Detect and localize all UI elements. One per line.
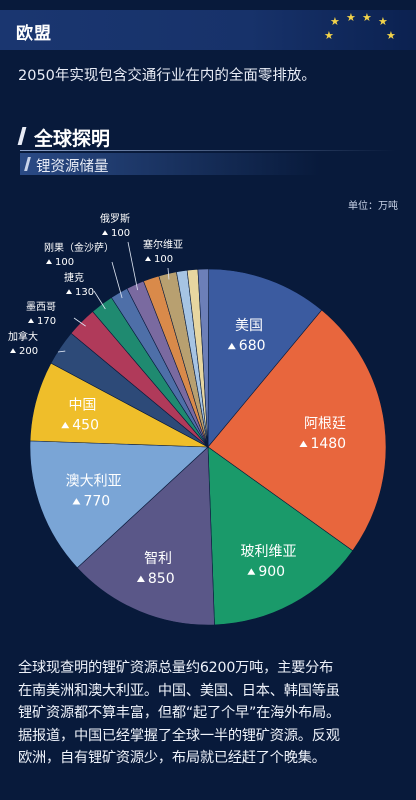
up-triangle-icon: [299, 440, 308, 447]
pie-slice-label: 玻利维亚: [241, 544, 297, 560]
pie-slice-label: 中国: [68, 397, 96, 413]
eu-title: 欧盟: [16, 24, 52, 44]
body-line: 全球现查明的锂矿资源总量约6200万吨，主要分布: [18, 660, 334, 676]
pie-slice-label: 墨西哥: [26, 301, 56, 313]
pie-slice-value: 100: [55, 257, 74, 268]
pie-slice-value: 900: [258, 564, 285, 580]
up-triangle-icon: [10, 348, 16, 353]
pie-slice: [207, 446, 354, 626]
pie-slice-label: 澳大利亚: [66, 473, 122, 489]
subtitle-bar: [20, 153, 320, 175]
pie-slice-label: 捷克: [64, 271, 84, 284]
pie-slice-value: 1480: [310, 436, 346, 452]
pie-slice: [207, 309, 387, 552]
section-title: 全球探明: [34, 128, 111, 150]
up-triangle-icon: [61, 421, 70, 429]
up-triangle-icon: [72, 498, 81, 505]
chart-subtitle: 锂资源储量: [36, 159, 109, 175]
leader-line: [57, 350, 66, 353]
up-triangle-icon: [46, 259, 52, 264]
pie-slice-value: 680: [239, 338, 266, 354]
pie-leader-lines: [57, 241, 170, 353]
pie-slice-label: 刚果（金沙萨）: [44, 241, 114, 254]
eu-header: 欧盟 ★ ★ ★ ★ ★ ★: [0, 10, 416, 50]
pie-slice: [29, 440, 209, 569]
leader-line: [127, 241, 139, 291]
pie-slice-label: 智利: [144, 551, 172, 567]
up-triangle-icon: [227, 342, 236, 350]
leader-line: [73, 317, 86, 327]
up-triangle-icon: [247, 568, 256, 575]
up-triangle-icon: [102, 230, 108, 235]
up-triangle-icon: [28, 318, 34, 323]
pie-slice-label: 俄罗斯: [100, 212, 130, 225]
pie-slice: [197, 268, 210, 448]
body-line: 在南美洲和澳大利亚。中国、美国、日本、韩国等虽: [18, 682, 340, 699]
up-triangle-icon: [66, 289, 72, 294]
leader-line: [111, 261, 123, 299]
pie-slice-value: 130: [75, 287, 94, 298]
pie-slice: [207, 268, 323, 448]
pie-slice-value: 770: [83, 493, 110, 509]
pie-slice-value: 450: [72, 417, 99, 433]
leader-line: [167, 267, 170, 280]
unit-label: 单位：万吨: [348, 201, 398, 212]
pie-slice-value: 200: [19, 346, 38, 357]
pie-slice-value: 100: [154, 254, 173, 265]
lithium-pie-chart: 美国 680 阿根廷 1480 玻利维亚 900 智利 850 澳大利亚 770 中国 450 加拿大 2…: [8, 212, 387, 626]
body-line: 欧洲，自有锂矿资源少，布局就已经赶了个晚集。: [18, 750, 326, 767]
pie-slices: [29, 268, 387, 626]
body-text: 全球现查明的锂矿资源总量约6200万吨，主要分布 在南美洲和澳大利亚。中国、美国…: [18, 657, 404, 770]
up-triangle-icon: [136, 575, 145, 583]
eu-description: 2050年实现包含交通行业在内的全面零排放。: [18, 68, 316, 84]
body-line: 锂矿资源都不算丰富，但都“起了个早”在海外布局。: [18, 705, 341, 722]
leader-line: [93, 290, 106, 310]
pie-slice-label: 阿根廷: [304, 416, 346, 432]
pie-labels: 美国 680 阿根廷 1480 玻利维亚 900 智利 850 澳大利亚 770 中国 450 加拿大 2…: [8, 212, 346, 587]
pie-slice-value: 170: [37, 316, 56, 327]
pie-slice-value: 100: [111, 228, 130, 239]
pie-slice-value: 850: [148, 571, 175, 587]
up-triangle-icon: [145, 256, 151, 261]
section-marker-icon: [17, 127, 27, 145]
section-divider: [20, 150, 396, 151]
body-line: 据报道，中国已经掌握了全球一半的锂矿资源。反观: [18, 727, 340, 744]
pie-slice-label: 塞尔维亚: [143, 238, 183, 251]
pie-slice: [76, 446, 215, 626]
pie-slice-label: 美国: [235, 318, 263, 334]
pie-slice-label: 加拿大: [8, 330, 38, 343]
eu-flag-stars-icon: ★ ★ ★ ★ ★ ★: [324, 11, 396, 42]
